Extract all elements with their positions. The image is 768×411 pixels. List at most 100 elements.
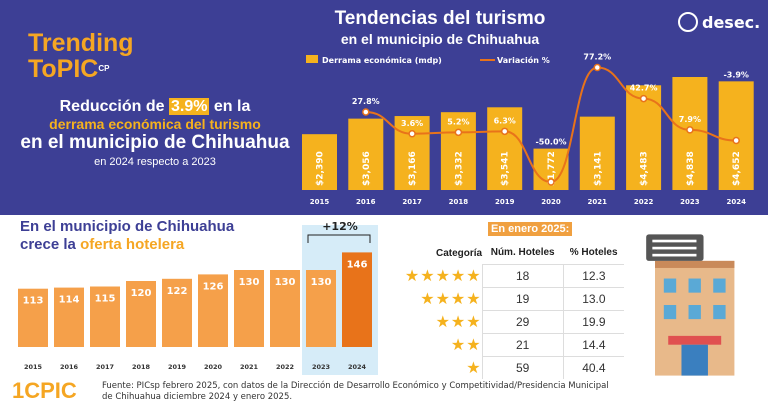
- bar-value-label: $4,483: [640, 151, 650, 186]
- bar-2017: [394, 116, 430, 190]
- variation-line: [365, 66, 737, 184]
- x-tick-label: 2018: [132, 363, 151, 371]
- x-tick-label: 2021: [588, 198, 608, 206]
- legend-bar-swatch: [306, 55, 318, 63]
- x-tick-label: 2024: [726, 198, 746, 206]
- growth-annotation: +12%: [322, 220, 358, 233]
- section-title: En el municipio de Chihuahua: [20, 218, 235, 235]
- x-tick-label: 2016: [356, 198, 376, 206]
- hotel-count: 29: [481, 309, 564, 333]
- source-note: Fuente: PICsp febrero 2025, con datos de…: [102, 381, 609, 402]
- x-tick-label: 2017: [402, 198, 422, 206]
- star-rating-icon: ★★: [450, 336, 482, 354]
- bar-2020: [198, 274, 228, 347]
- bar-value-label: 130: [275, 277, 296, 288]
- x-tick-label: 2018: [449, 198, 469, 206]
- bar-value-label: 126: [203, 281, 224, 292]
- bar-value-label: 114: [59, 295, 80, 306]
- star-rating-icon: ★★★: [435, 313, 482, 331]
- bar-2023: [306, 270, 336, 347]
- variation-point: [500, 127, 509, 136]
- x-tick-label: 2023: [312, 363, 330, 371]
- headline: Reducción de 3.9% en la derrama económic…: [20, 98, 290, 168]
- bar-value-label: $3,141: [593, 151, 603, 186]
- variation-point: [362, 108, 370, 116]
- legend-line-label: Variación %: [497, 55, 550, 65]
- hotel-pct: 19.9: [562, 309, 624, 333]
- x-tick-label: 2024: [348, 363, 367, 371]
- hotel-chart: +12% 113 2015 114 2016 115 2017 120 2018 122 2019 1…: [18, 220, 378, 375]
- hotel-count: 18: [481, 263, 564, 287]
- section-subtitle: crece la oferta hotelera: [20, 236, 185, 253]
- bar-2018: [126, 281, 156, 347]
- bar-value-label: 130: [239, 277, 260, 288]
- bar-value-label: $2,390: [316, 151, 326, 186]
- x-tick-label: 2023: [680, 198, 700, 206]
- bar-2021: [234, 270, 264, 347]
- bar-2016: [348, 118, 384, 190]
- hotel-pct: 40.4: [562, 355, 624, 379]
- desec-icon: [678, 12, 698, 32]
- bar-value-label: $4,652: [732, 151, 742, 186]
- variation-label: 3.6%: [401, 119, 423, 128]
- bar-value-label: $1,772: [547, 151, 557, 186]
- hotel-illustration: [646, 234, 735, 376]
- col-header: Categoría: [435, 247, 483, 259]
- bar-value-label: $3,166: [408, 151, 418, 186]
- bar-2024: [342, 252, 372, 347]
- x-tick-label: 2020: [204, 363, 223, 371]
- bar-value-label: 122: [167, 286, 188, 297]
- bar-value-label: 146: [347, 259, 368, 270]
- bar-value-label: 120: [131, 288, 152, 299]
- tourism-chart: Derrama económica (mdp) Variación % $2,390…: [302, 53, 754, 206]
- legend-bar-label: Derrama económica (mdp): [322, 55, 442, 65]
- variation-label: -3.9%: [723, 70, 749, 79]
- x-tick-label: 2015: [24, 363, 43, 371]
- bar-2017: [90, 286, 120, 347]
- x-tick-label: 2021: [240, 363, 259, 371]
- bar-2019: [162, 278, 192, 347]
- col-header: Núm. Hoteles: [490, 247, 555, 259]
- table-row: ★★★★ 19 13.0: [384, 286, 624, 310]
- bar-2024: [718, 81, 754, 190]
- variation-label: 27.8%: [352, 97, 380, 106]
- star-rating-icon: ★: [466, 359, 482, 377]
- hotel-pct: 12.3: [562, 263, 624, 287]
- variation-label: 77.2%: [583, 53, 611, 62]
- cpic-logo: 1CPIC: [12, 378, 77, 403]
- variation-label: 42.7%: [630, 84, 658, 93]
- table-caption: En enero 2025:: [488, 222, 573, 236]
- bar-value-label: $4,838: [686, 151, 696, 186]
- x-tick-label: 2015: [310, 198, 330, 206]
- bar-2016: [54, 287, 84, 347]
- star-rating-icon: ★★★★: [420, 290, 482, 308]
- bar-value-label: 130: [311, 277, 332, 288]
- variation-point: [639, 94, 648, 103]
- variation-point: [547, 178, 555, 186]
- bar-2015: [302, 134, 337, 190]
- x-tick-label: 2022: [276, 363, 294, 371]
- variation-point: [732, 136, 740, 145]
- x-tick-label: 2022: [634, 198, 654, 206]
- bar-2019: [487, 107, 523, 190]
- x-tick-label: 2017: [96, 363, 114, 371]
- variation-label: 6.3%: [494, 116, 516, 125]
- variation-label: 5.2%: [447, 117, 469, 126]
- growth-bracket: [307, 234, 371, 243]
- desec-logo: desec.: [678, 12, 760, 32]
- x-tick-label: 2019: [495, 198, 515, 206]
- x-tick-label: 2019: [168, 363, 187, 371]
- bar-value-label: $3,541: [501, 151, 511, 186]
- bar-value-label: $3,056: [362, 151, 372, 186]
- bar-value-label: $3,332: [454, 151, 464, 186]
- bar-2015: [18, 288, 48, 347]
- hotel-pct: 13.0: [562, 286, 624, 310]
- star-rating-icon: ★★★★★: [404, 267, 482, 285]
- hotel-count: 21: [481, 332, 564, 356]
- table-row: ★★ 21 14.4: [384, 332, 624, 356]
- variation-point: [408, 130, 416, 138]
- variation-label: 7.9%: [679, 115, 701, 124]
- page-subtitle: en el municipio de Chihuahua: [340, 31, 540, 47]
- bar-2021: [579, 116, 615, 190]
- bar-2022: [270, 270, 300, 347]
